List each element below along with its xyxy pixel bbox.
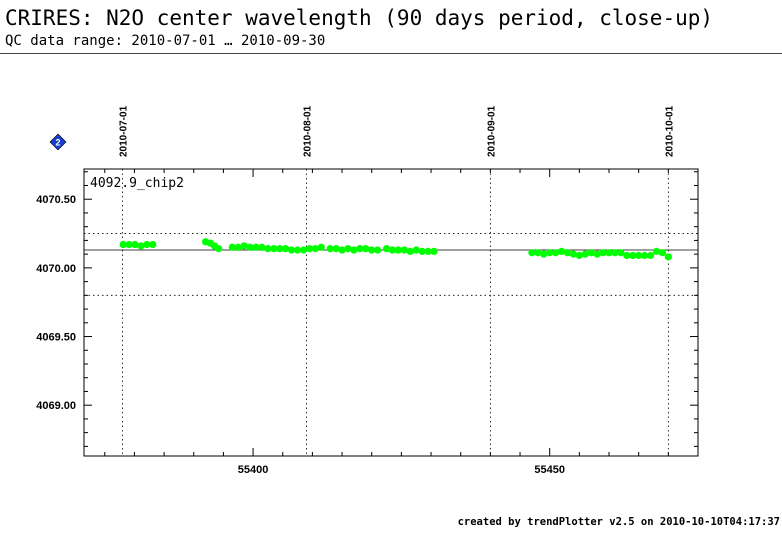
date-marker-label: 2010-07-01 — [119, 105, 130, 157]
footer-credit: created by trendPlotter v2.5 on 2010-10-… — [457, 516, 780, 528]
data-point — [234, 243, 242, 251]
data-point — [215, 245, 223, 253]
page-title: CRIRES: N2O center wavelength (90 days p… — [5, 6, 714, 30]
date-marker-label: 2010-08-01 — [302, 105, 313, 157]
data-point — [557, 247, 566, 255]
data-point — [131, 240, 139, 249]
data-point — [635, 251, 643, 260]
data-point — [546, 249, 554, 257]
data-point — [552, 249, 560, 257]
data-point — [617, 249, 625, 257]
data-point — [599, 249, 607, 257]
data-point — [293, 246, 302, 254]
data-point — [288, 246, 296, 254]
data-point — [388, 246, 397, 254]
data-point — [276, 245, 284, 253]
data-point — [528, 249, 536, 257]
data-point — [338, 246, 346, 254]
data-point — [258, 243, 266, 251]
data-point — [368, 246, 376, 254]
data-point — [430, 247, 438, 255]
data-point — [664, 253, 672, 261]
data-point — [652, 247, 661, 255]
data-point — [252, 243, 260, 251]
x-tick-label: 55450 — [534, 464, 565, 476]
panel-label: 4092.9_chip2 — [90, 176, 184, 191]
header-divider — [0, 53, 782, 54]
y-tick-label: 4069.50 — [36, 332, 76, 344]
data-point — [240, 242, 248, 250]
data-point — [305, 245, 314, 253]
data-point — [605, 249, 613, 257]
data-point — [332, 245, 340, 253]
data-point — [149, 240, 157, 249]
data-point — [119, 240, 127, 249]
data-point — [394, 246, 403, 254]
x-tick-label: 55400 — [238, 464, 269, 476]
date-marker-label: 2010-10-01 — [664, 105, 675, 157]
y-tick-label: 4070.00 — [36, 263, 76, 275]
date-marker-label: 2010-09-01 — [486, 105, 497, 157]
data-point — [282, 245, 290, 253]
data-point — [412, 246, 420, 254]
qc-data-range: QC data range: 2010-07-01 … 2010-09-30 — [5, 33, 326, 49]
data-point — [264, 245, 272, 253]
info-diamond-shape[interactable] — [49, 133, 67, 151]
plot-frame — [83, 168, 699, 457]
data-point — [246, 243, 254, 251]
data-point — [540, 250, 548, 258]
data-point — [143, 240, 151, 249]
data-point — [563, 249, 572, 257]
y-tick-label: 4070.50 — [36, 194, 76, 206]
data-point — [629, 251, 637, 260]
data-point — [593, 250, 601, 258]
data-point — [406, 247, 414, 255]
data-point — [658, 249, 667, 257]
data-point — [418, 247, 426, 255]
data-point — [125, 240, 133, 249]
data-point — [581, 250, 589, 258]
data-point — [270, 245, 278, 253]
data-point — [228, 243, 236, 251]
data-point — [374, 246, 382, 254]
data-point — [400, 246, 408, 254]
data-point — [356, 245, 364, 253]
data-point — [350, 246, 358, 254]
data-point — [623, 251, 631, 260]
data-point — [362, 245, 370, 253]
data-point — [611, 249, 619, 257]
data-point — [575, 251, 583, 260]
data-point — [382, 245, 391, 253]
info-diamond-icon[interactable]: 2 — [49, 133, 67, 151]
data-point — [646, 251, 655, 260]
info-diamond-label: 2 — [55, 138, 60, 148]
data-point — [569, 250, 578, 258]
data-point — [137, 242, 145, 250]
data-point — [424, 247, 432, 255]
data-point — [587, 249, 595, 257]
data-point — [534, 249, 542, 257]
y-tick-label: 4069.00 — [36, 400, 76, 412]
data-point — [317, 243, 325, 251]
data-point — [326, 245, 334, 253]
data-point — [641, 251, 649, 260]
data-point — [299, 246, 308, 254]
data-point — [344, 245, 352, 253]
data-point — [311, 245, 319, 253]
